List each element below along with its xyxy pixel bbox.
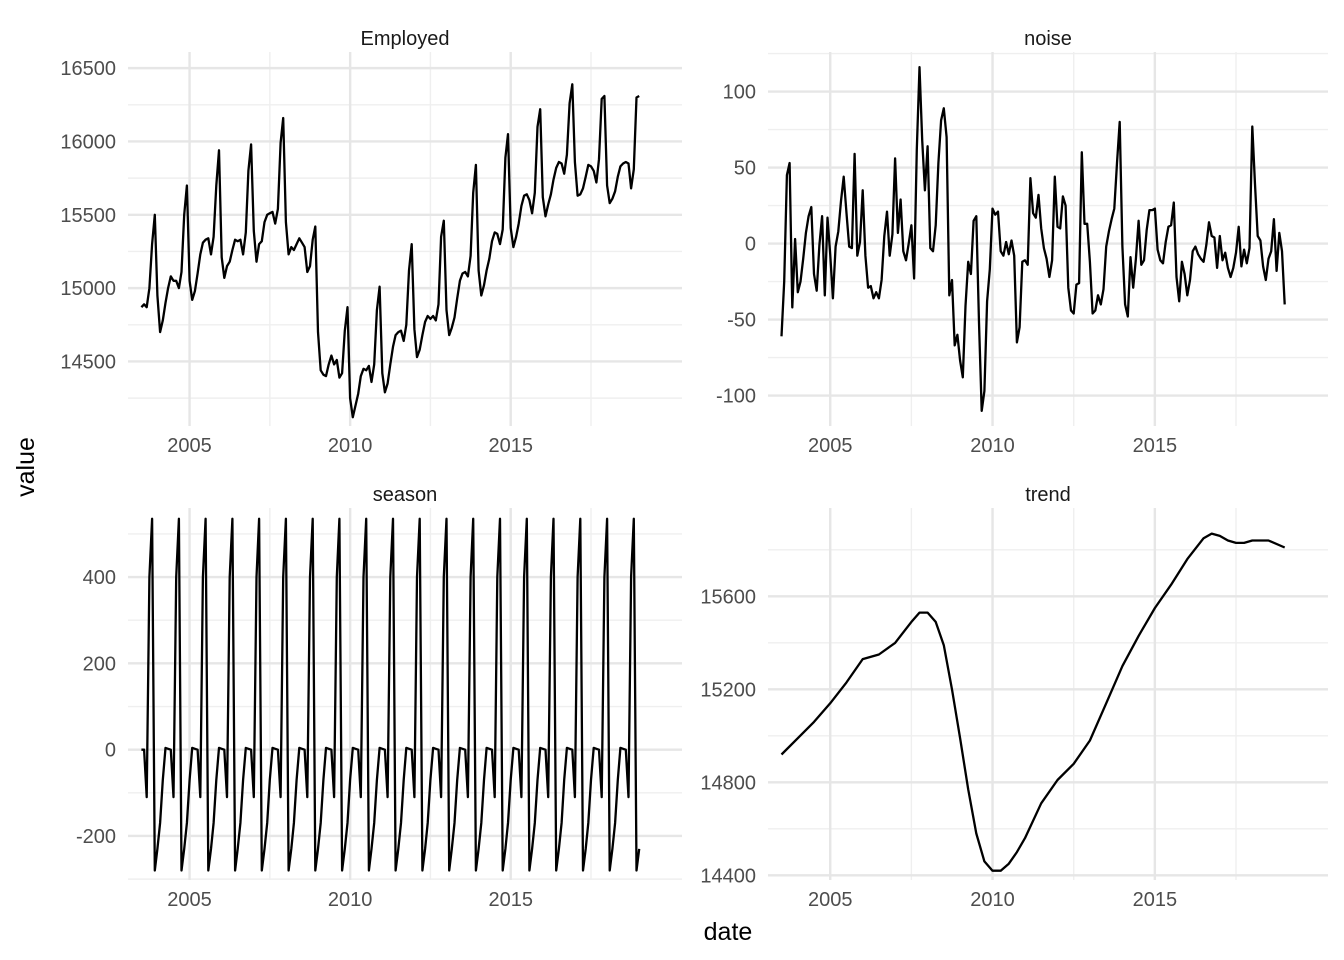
y-tick-label: 0 xyxy=(105,740,116,762)
y-tick-label: -200 xyxy=(76,826,116,848)
y-axis-title: value xyxy=(12,437,40,497)
y-tick-label: 15200 xyxy=(700,679,756,701)
series-line-trend xyxy=(780,532,1286,872)
y-tick-label: 15500 xyxy=(60,205,116,227)
x-tick-label: 2005 xyxy=(167,435,212,457)
x-tick-label: 2010 xyxy=(970,435,1015,457)
facet-title-noise: noise xyxy=(1024,28,1072,50)
y-tick-label: -100 xyxy=(716,386,756,408)
panel-noise: -100 -50 0 50 100 2005 2010 2015 noise xyxy=(716,28,1328,457)
facet-title-trend: trend xyxy=(1025,484,1071,506)
y-tick-label: 14400 xyxy=(700,865,756,887)
series-line-employed xyxy=(140,83,640,419)
x-tick-label: 2015 xyxy=(1133,889,1178,911)
x-tick-label: 2005 xyxy=(808,435,853,457)
panel-trend: 14400 14800 15200 15600 2005 2010 2015 trend xyxy=(700,484,1328,911)
y-tick-label: 16500 xyxy=(60,58,116,80)
panel-season: -200 0 200 400 2005 2010 2015 season xyxy=(76,484,682,911)
y-tick-label: 14800 xyxy=(700,772,756,794)
x-tick-label: 2015 xyxy=(1133,435,1178,457)
y-tick-label: 50 xyxy=(734,158,756,180)
x-tick-label: 2010 xyxy=(328,889,373,911)
y-tick-label: 0 xyxy=(745,234,756,256)
y-tick-label: 400 xyxy=(83,567,116,589)
x-tick-label: 2005 xyxy=(167,889,212,911)
x-tick-label: 2015 xyxy=(488,435,533,457)
y-tick-label: 15600 xyxy=(700,586,756,608)
facet-title-season: season xyxy=(373,484,438,506)
x-tick-label: 2010 xyxy=(328,435,373,457)
y-tick-label: 200 xyxy=(83,653,116,675)
series-line-noise xyxy=(780,66,1286,412)
x-axis-title: date xyxy=(704,918,753,946)
y-tick-label: 14500 xyxy=(60,351,116,373)
y-tick-label: -50 xyxy=(727,310,756,332)
x-tick-label: 2005 xyxy=(808,889,853,911)
series-line-season xyxy=(141,517,641,872)
facet-title-employed: Employed xyxy=(361,28,450,50)
y-tick-label: 16000 xyxy=(60,131,116,153)
y-tick-label: 100 xyxy=(723,82,756,104)
x-tick-label: 2010 xyxy=(970,889,1015,911)
x-tick-label: 2015 xyxy=(488,889,533,911)
y-tick-label: 15000 xyxy=(60,278,116,300)
panel-employed: 14500 15000 15500 16000 16500 2005 2010 2015 Emp… xyxy=(60,28,682,457)
